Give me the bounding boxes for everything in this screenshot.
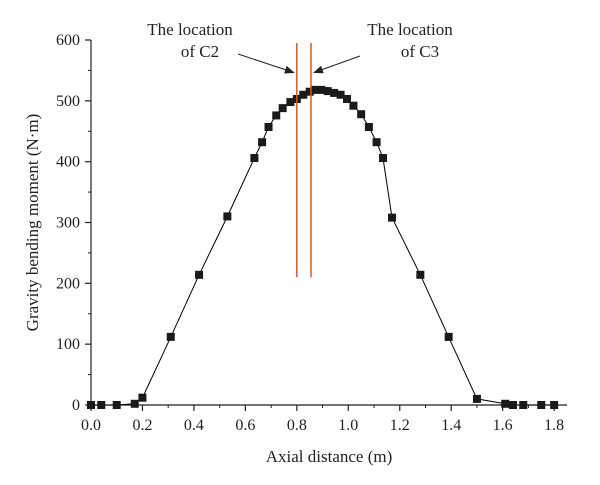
data-point — [272, 111, 281, 120]
data-point — [323, 87, 332, 96]
annotation-arrow — [313, 55, 361, 74]
data-point — [508, 401, 517, 409]
data-point — [112, 401, 121, 409]
x-tick-label: 1.0 — [338, 417, 358, 434]
annotation-arrow — [237, 53, 295, 74]
data-point — [472, 394, 481, 403]
data-point — [416, 270, 425, 279]
data-point — [286, 98, 295, 107]
data-point — [130, 399, 139, 408]
x-axis-ticks: 0.0 0.2 0.4 0.6 0.8 1.0 1.2 1.4 1.6 1.8 — [81, 405, 564, 434]
x-tick-label: 0.4 — [184, 417, 204, 434]
annotation-text: of C2 — [181, 42, 219, 61]
data-point — [364, 122, 373, 131]
y-tick-label: 600 — [56, 32, 80, 49]
data-point — [388, 213, 397, 222]
data-point — [97, 401, 106, 409]
location-lines — [296, 43, 312, 278]
data-point — [550, 401, 559, 409]
x-tick-label: 1.4 — [441, 417, 461, 434]
series-line — [91, 89, 555, 406]
y-axis-ticks: 0 100 200 300 400 500 600 — [56, 32, 91, 414]
data-point — [250, 154, 259, 163]
data-point — [372, 138, 381, 147]
annotation-text: of C3 — [401, 42, 439, 61]
data-point — [379, 154, 388, 163]
annotation-text: The location — [367, 20, 453, 39]
data-point — [87, 401, 95, 409]
y-tick-label: 200 — [56, 275, 80, 292]
data-point — [258, 138, 267, 147]
x-tick-label: 0.6 — [235, 417, 255, 434]
y-tick-label: 100 — [56, 336, 80, 353]
y-axis-label: Gravity bending moment (N·m) — [23, 114, 42, 332]
y-tick-label: 0 — [72, 397, 80, 414]
data-point — [330, 88, 339, 97]
data-point — [519, 401, 528, 409]
y-tick-label: 400 — [56, 154, 80, 171]
annotation-text: The location — [147, 20, 233, 39]
data-point — [349, 101, 358, 110]
x-tick-label: 1.6 — [493, 417, 513, 434]
data-point — [336, 90, 345, 99]
x-tick-label: 0.8 — [287, 417, 307, 434]
data-point — [223, 212, 232, 221]
data-point — [317, 85, 326, 94]
x-tick-label: 1.8 — [544, 417, 564, 434]
series — [87, 85, 559, 409]
x-tick-label: 0.2 — [132, 417, 152, 434]
data-point — [501, 399, 510, 408]
data-point — [299, 90, 308, 99]
data-point — [444, 332, 453, 341]
data-point — [357, 110, 366, 119]
data-point — [278, 104, 287, 113]
data-point — [138, 393, 147, 402]
data-point — [310, 85, 319, 94]
x-tick-label: 0.0 — [81, 417, 101, 434]
y-tick-label: 300 — [56, 215, 80, 232]
data-point — [343, 95, 352, 104]
y-tick-label: 500 — [56, 93, 80, 110]
x-axis-label: Axial distance (m) — [266, 447, 393, 466]
data-point — [166, 332, 175, 341]
data-point — [195, 270, 204, 279]
data-point — [305, 87, 314, 96]
x-tick-label: 1.2 — [390, 417, 410, 434]
annotations: The location of C2 The location of C3 — [147, 20, 453, 74]
data-point — [264, 122, 273, 131]
data-point — [537, 401, 546, 409]
